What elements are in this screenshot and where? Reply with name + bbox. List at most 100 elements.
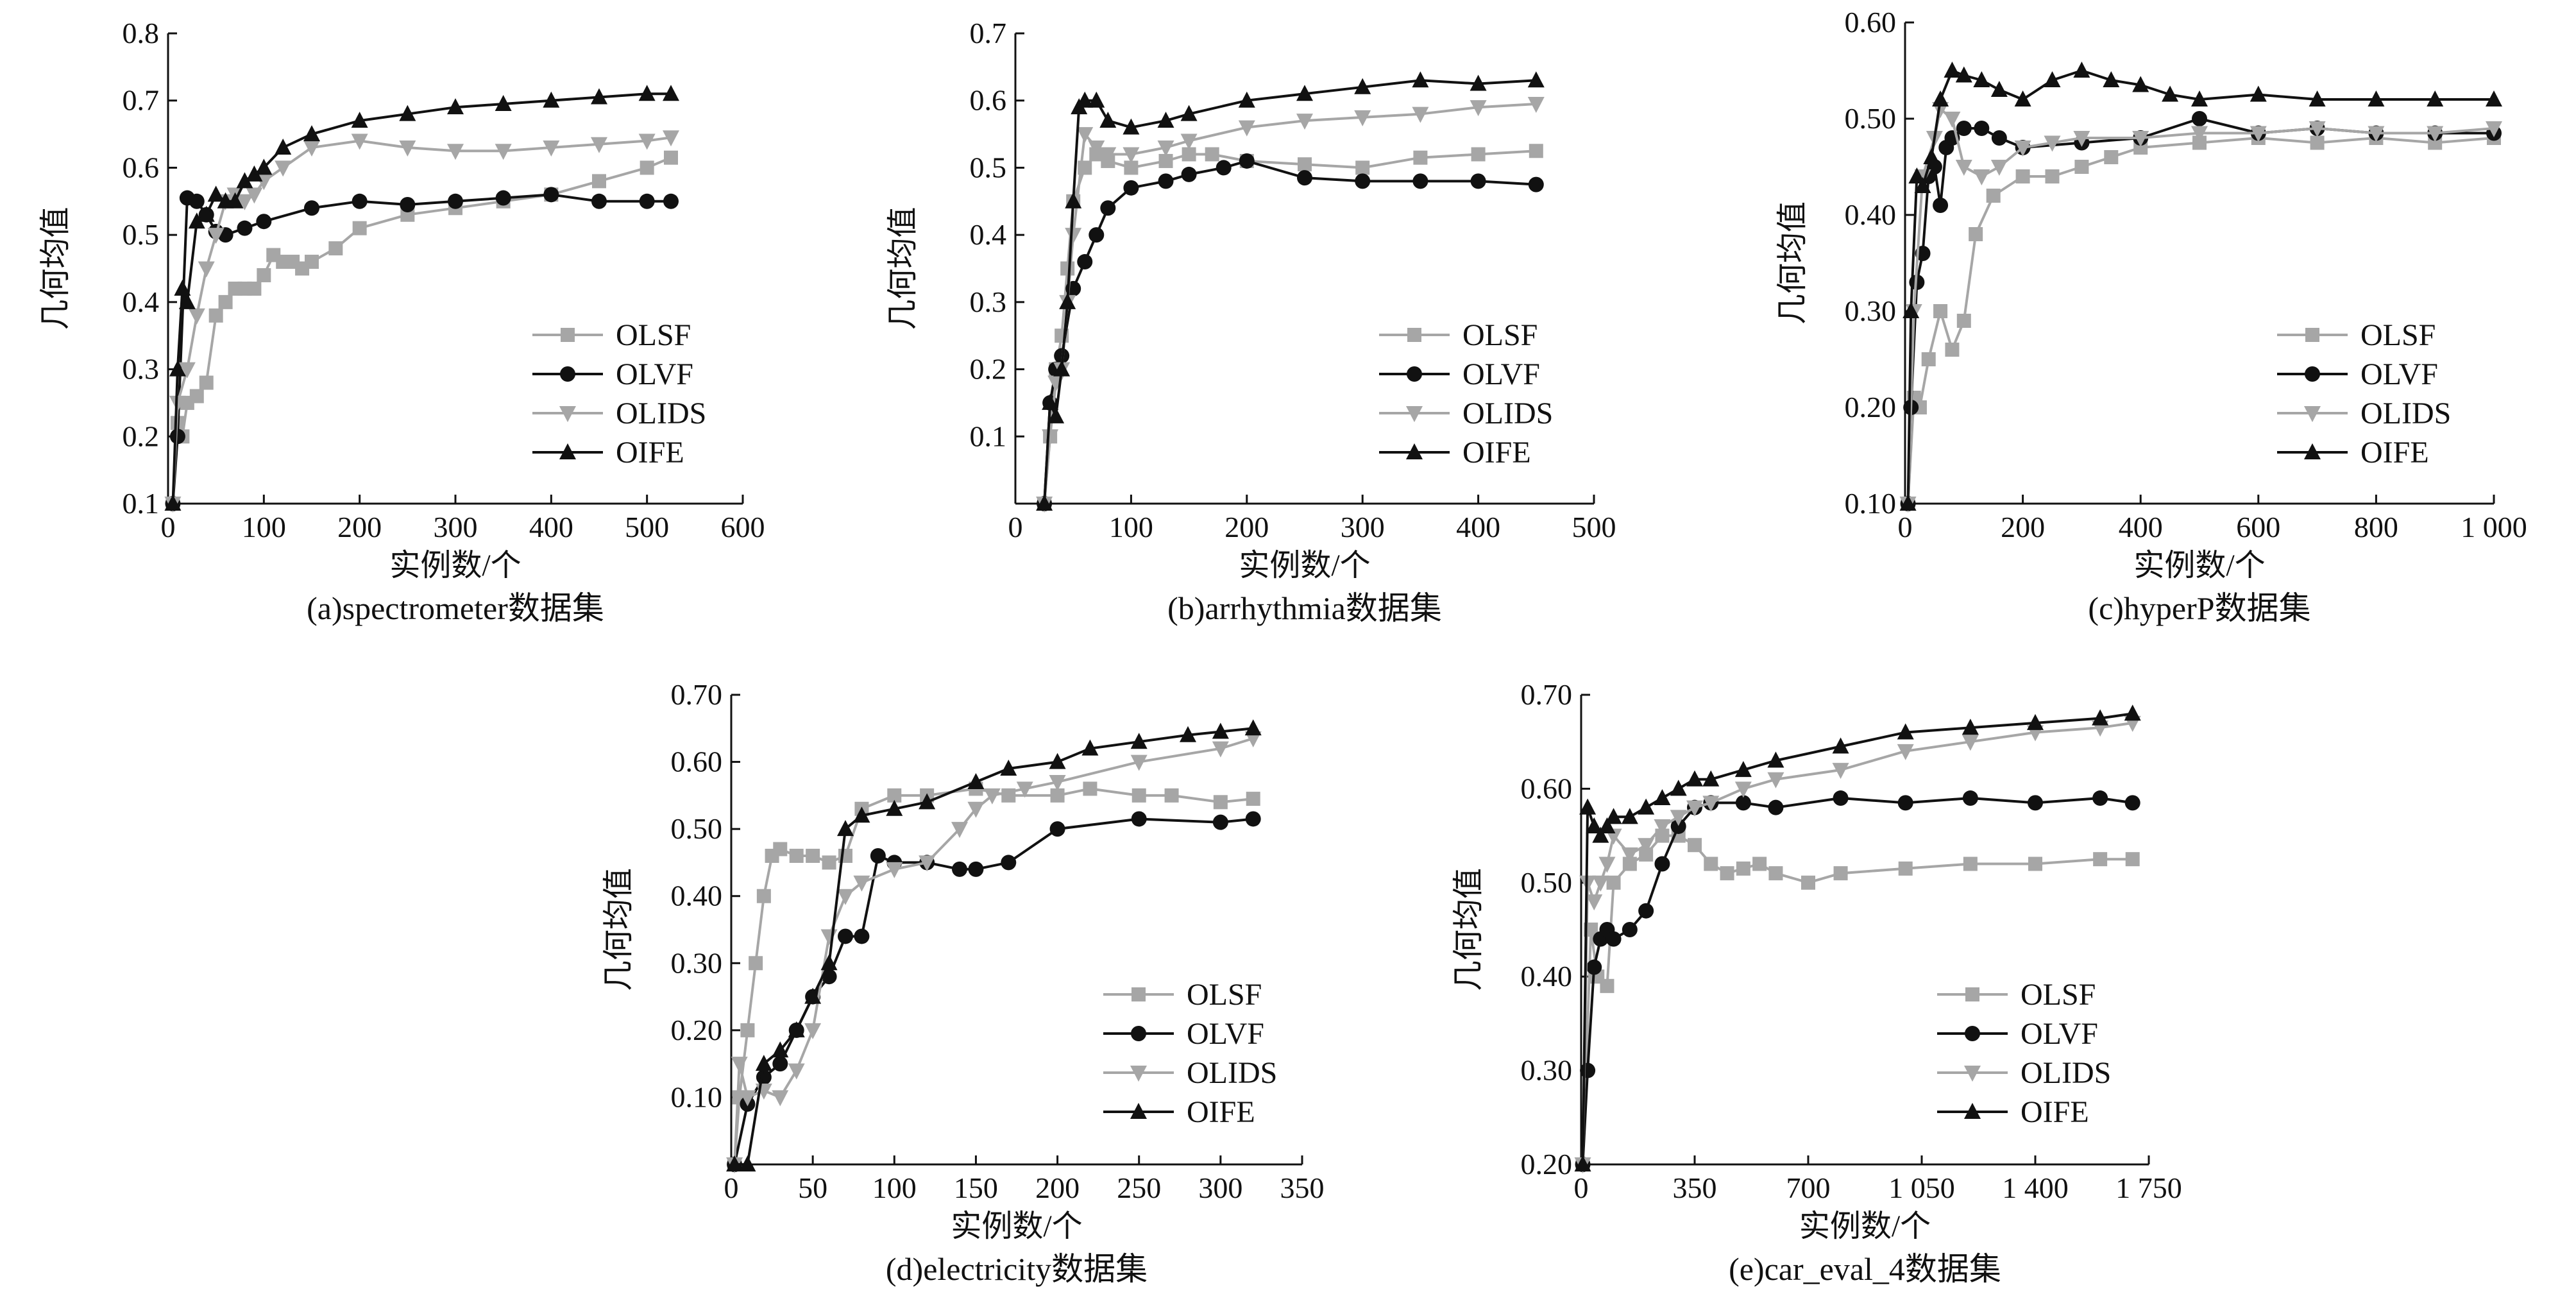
panel-d-olvf-point [838,928,853,944]
panel-e-olsf-point [1600,978,1614,993]
panel-b-legend-olids-label: OLIDS [1462,396,1553,430]
panel-d-oife-point [1130,733,1148,749]
panel-a-olvf-point [400,197,416,213]
panel-d-olids-point [804,1023,822,1039]
panel-c-legend-oife-label: OIFE [2360,436,2429,470]
panel-d-x-axis-label: 实例数/个 [951,1209,1082,1243]
panel-a-oife-point [207,185,225,202]
panel-b-olsf-point [1182,147,1196,162]
panel-a-legend-olvf-label: OLVF [616,357,693,391]
panel-d-x-tick-label: 250 [1117,1171,1161,1204]
panel-e-olids-point [1654,819,1671,835]
panel-c-olsf-point [1921,352,1936,366]
panel-b-x-tick-label: 400 [1456,511,1500,543]
panel-b-x-tick-label: 300 [1341,511,1385,543]
panel-e-oife-point [1598,817,1616,833]
panel-b-olsf-point [1529,144,1543,158]
panel-d-olids-point [951,822,968,839]
panel-a-olsf-point [664,150,678,165]
panel-b-olsf-point [1298,157,1312,172]
panel-a-x-tick-label: 300 [434,511,478,543]
panel-a-oife-line [171,92,671,504]
panel-d-oife-point [772,1041,789,1058]
panel-a-olvf-point [304,200,319,216]
panel-a-x-tick-label: 400 [529,511,573,543]
panel-a-y-tick-label: 0.1 [123,487,160,520]
panel-a-oife-point [178,293,196,309]
panel-d-legend-olsf-label: OLSF [1187,978,1262,1012]
panel-d-olvf-point [1049,821,1065,837]
panel-d-olvf-point [968,861,984,877]
panel-c-olsf-point [2192,135,2207,150]
panel-e-olsf-point [1963,856,1978,871]
panel-a-y-tick-label: 0.3 [123,353,160,386]
panel-e-legend-oife-marker [1964,1103,1981,1119]
panel-a-x-tick-label: 500 [625,511,669,543]
panel-d-oife-point [886,799,903,816]
panel-a-olsf-point [247,281,262,296]
panel-d-olsf-point [756,889,771,903]
panel-e-olids-point [1897,744,1914,760]
panel-c-oife-point [2014,90,2031,106]
panel-e-olids-point [1686,800,1703,817]
panel-c-olsf-point [2015,169,2030,183]
panel-c-oife-point [2191,90,2208,106]
panel-c-olvf-point [2192,111,2207,126]
panel-d-olids-point [1212,741,1229,758]
panel-d-oife-point [726,1155,743,1171]
panel-c-x-tick-label: 400 [2119,511,2163,543]
panel-e-olvf-point [1580,1062,1596,1078]
panel-c-oife-point [2309,90,2326,106]
panel-c-oife-point [2250,85,2267,102]
panel-c-olids-point [2250,126,2267,142]
panel-b-legend-oife-marker [1406,443,1423,459]
panel-d-oife-point [1180,726,1196,742]
panel-b-y-tick-label: 0.3 [970,285,1007,318]
panel-b-legend-olsf-label: OLSF [1462,318,1538,352]
panel-a-y-axis-label: 几何均值 [38,207,72,330]
panel-b-olsf-point [1355,160,1370,175]
panel-e-y-tick-label: 0.50 [1521,866,1573,899]
panel-a-y-tick-label: 0.4 [123,285,160,318]
panel-a-oife-point [543,91,560,108]
panel-c-oife-point [1944,62,1961,78]
panel-a-legend-olvf-marker [560,366,575,382]
panel-a-olids-point [495,144,512,160]
panel-c-caption: (c)hyperP数据集 [2088,590,2310,626]
panel-c-y-tick-label: 0.20 [1845,391,1897,423]
panel-d-olsf-point [773,842,788,856]
panel-d-legend-olsf-marker [1131,987,1146,1001]
panel-e-olids-point [1598,856,1616,873]
panel-e-y-tick-label: 0.60 [1521,772,1573,805]
panel-c-olids-point [2044,135,2061,152]
panel-a-olids-point [178,362,196,379]
panel-e-olsf-point [2125,852,2140,867]
panel-c-y-tick-label: 0.60 [1845,6,1897,38]
panel-c-oife-point [2044,71,2061,87]
panel-b-olvf-point [1470,173,1486,189]
panel-b-oife-point [1076,91,1094,108]
panel-e: 0 350 700 1 050 1 400 1 750 0.20 0.30 0.40 0.50 0.… [1452,678,2182,1287]
panel-a-olsf-point [640,160,654,175]
panel-b-olvf-point [1216,160,1232,176]
panel-a-olvf-point [543,187,559,203]
panel-b-olids-point [1042,429,1059,446]
panel-a-oife-point [663,85,679,101]
panel-a-oife-point [174,279,191,296]
panel-b-y-tick-label: 0.5 [970,151,1007,183]
panel-a-olids-point [663,130,679,147]
panel-b-legend-olvf-label: OLVF [1462,357,1540,391]
panel-b-olids-point [1527,96,1545,113]
panel-b-olids-point [1157,141,1174,157]
panel-c-oife-point [2132,76,2149,92]
panel-b-oife-point [1296,85,1313,101]
panel-a-oife-point [226,192,244,209]
panel-e-caption: (e)car_eval_4数据集 [1729,1251,2001,1287]
panel-c-oife-point [1955,66,1972,83]
panel-a-oife-point [275,139,292,155]
panel-b-x-tick-label: 100 [1109,511,1153,543]
panel-a-oife-point [169,360,186,377]
panel-a-y-tick-label: 0.7 [123,84,160,117]
panel-d-oife-point [1081,739,1099,756]
panel-e-x-tick-label: 1 400 [2002,1171,2069,1204]
